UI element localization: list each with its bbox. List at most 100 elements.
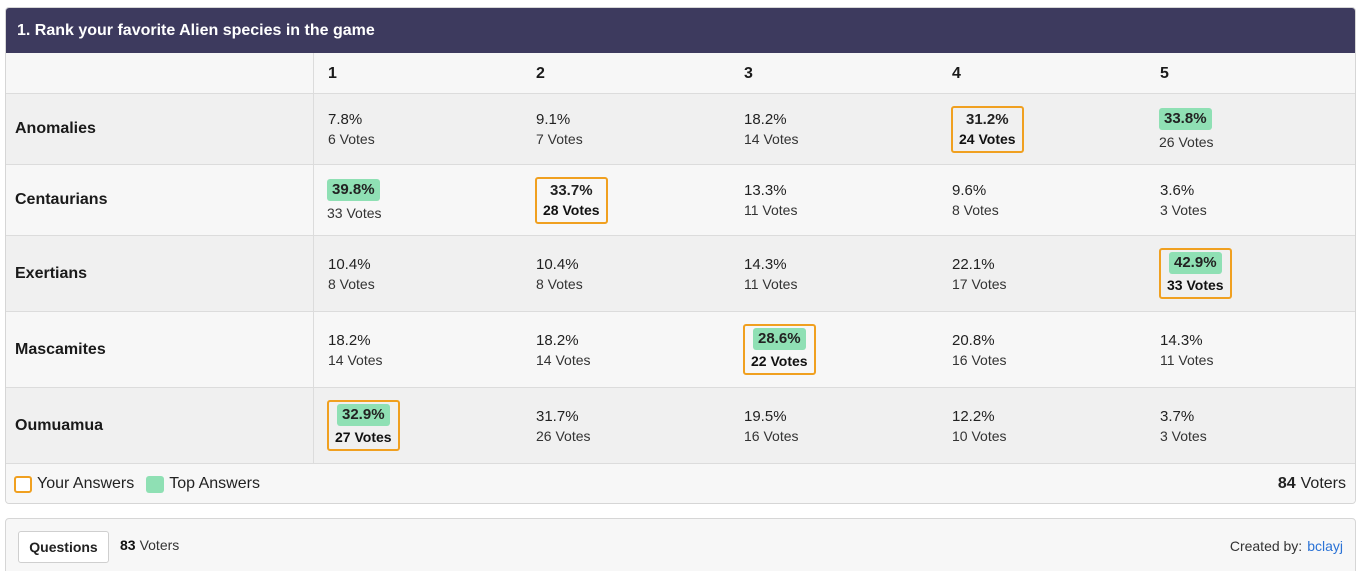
percentage: 13.3% [744, 182, 787, 199]
vote-count: 16 Votes [952, 351, 1007, 368]
column-header-1: 1 [328, 64, 337, 82]
percentage: 12.2% [952, 407, 995, 425]
vote-count: 6 Votes [328, 131, 375, 147]
total-voters: 84 Voters [1278, 464, 1346, 503]
vote-count: 8 Votes [536, 275, 583, 292]
row-label: Oumuamua [6, 388, 314, 463]
result-cell: 7.8% 6 Votes [328, 94, 375, 164]
result-cell: 19.5% 16 Votes [744, 388, 799, 463]
legend-row: Your Answers Top Answers 84 Voters [6, 464, 1355, 503]
voters-label: Voters [1300, 475, 1346, 492]
column-header-4: 4 [952, 64, 961, 82]
row-centaurians: Centaurians 39.8% 33 Votes 33.7% 28 Vote… [6, 165, 1355, 236]
percentage: 18.2% [536, 331, 579, 349]
row-mascamites: Mascamites 18.2% 14 Votes 18.2% 14 Votes… [6, 312, 1355, 388]
vote-count: 24 Votes [959, 130, 1016, 147]
top-answer-cell: 39.8% 33 Votes [327, 165, 382, 235]
poll-question-title: 1. Rank your favorite Alien species in t… [6, 8, 1355, 53]
row-label: Exertians [6, 236, 314, 311]
vote-count: 3 Votes [1160, 427, 1207, 444]
row-label: Centaurians [6, 165, 314, 235]
result-cell: 9.1% 7 Votes [536, 94, 583, 164]
vote-count: 3 Votes [1160, 202, 1207, 218]
result-cell: 3.6% 3 Votes [1160, 165, 1207, 235]
vote-count: 8 Votes [328, 275, 375, 292]
percentage: 19.5% [744, 407, 787, 425]
legend-your-answers: Your Answers [37, 475, 135, 492]
your-answers-swatch-icon [14, 475, 32, 493]
vote-count: 17 Votes [952, 275, 1007, 292]
vote-count: 14 Votes [744, 131, 799, 147]
vote-count: 33 Votes [1167, 277, 1224, 293]
results-grid: 1 2 3 4 5 Anomalies 7.8% 6 Votes 9.1% 7 … [6, 53, 1355, 503]
result-cell: 14.3% 11 Votes [744, 236, 797, 311]
vote-count: 26 Votes [536, 427, 591, 444]
percentage: 31.7% [536, 407, 579, 425]
result-cell: 31.7% 26 Votes [536, 388, 591, 463]
footer-voters-count: 83 [120, 537, 136, 553]
result-cell: 18.2% 14 Votes [536, 312, 591, 387]
vote-count: 14 Votes [536, 351, 591, 368]
percentage: 10.4% [328, 255, 371, 273]
vote-count: 11 Votes [1160, 351, 1214, 368]
your-top-answer-cell: 28.6% 22 Votes [743, 312, 816, 387]
row-anomalies: Anomalies 7.8% 6 Votes 9.1% 7 Votes 18.2… [6, 94, 1355, 165]
result-cell: 18.2% 14 Votes [744, 94, 799, 164]
your-top-answer-cell: 42.9% 33 Votes [1159, 236, 1232, 311]
result-cell: 12.2% 10 Votes [952, 388, 1007, 463]
vote-count: 33 Votes [327, 204, 382, 221]
column-header-2: 2 [536, 64, 545, 82]
percentage: 22.1% [952, 255, 995, 273]
vote-count: 26 Votes [1159, 133, 1214, 150]
questions-button[interactable]: Questions [18, 531, 109, 563]
legend-top-answers: Top Answers [169, 475, 260, 492]
top-answer-percentage: 33.8% [1159, 107, 1212, 130]
result-cell: 3.7% 3 Votes [1160, 388, 1207, 463]
your-answer-cell: 31.2% 24 Votes [951, 94, 1024, 164]
your-answer-highlight: 31.2% 24 Votes [951, 105, 1024, 153]
vote-count: 7 Votes [536, 131, 583, 147]
grid-header-blank [6, 53, 314, 93]
vote-count: 22 Votes [751, 353, 808, 369]
vote-count: 11 Votes [744, 202, 798, 218]
footer-voters: 83 Voters [120, 531, 179, 559]
top-answer-percentage: 32.9% [337, 404, 390, 426]
percentage: 31.2% [966, 110, 1009, 128]
row-exertians: Exertians 10.4% 8 Votes 10.4% 8 Votes 14… [6, 236, 1355, 312]
top-answer-percentage: 28.6% [753, 328, 806, 350]
percentage: 9.6% [952, 182, 987, 199]
your-answer-highlight: 32.9% 27 Votes [327, 400, 400, 451]
legend: Your Answers Top Answers [14, 464, 260, 503]
result-cell: 10.4% 8 Votes [536, 236, 583, 311]
vote-count: 28 Votes [543, 201, 600, 218]
percentage: 9.1% [536, 111, 571, 128]
top-answer-cell: 33.8% 26 Votes [1159, 94, 1214, 164]
your-answer-highlight: 28.6% 22 Votes [743, 324, 816, 375]
result-cell: 13.3% 11 Votes [744, 165, 797, 235]
vote-count: 8 Votes [952, 202, 999, 218]
percentage: 20.8% [952, 331, 995, 349]
percentage: 14.3% [1160, 331, 1203, 349]
grid-header-row: 1 2 3 4 5 [6, 53, 1355, 94]
percentage: 14.3% [744, 255, 787, 273]
top-answer-percentage: 39.8% [327, 178, 380, 201]
result-cell: 14.3% 11 Votes [1160, 312, 1213, 387]
vote-count: 14 Votes [328, 351, 383, 368]
result-cell: 20.8% 16 Votes [952, 312, 1007, 387]
creator-link[interactable]: bclayj [1307, 538, 1343, 554]
your-answer-highlight: 33.7% 28 Votes [535, 176, 608, 224]
result-cell: 10.4% 8 Votes [328, 236, 375, 311]
column-header-5: 5 [1160, 64, 1169, 82]
vote-count: 27 Votes [335, 429, 392, 445]
percentage: 18.2% [744, 111, 787, 128]
vote-count: 10 Votes [952, 427, 1007, 444]
created-by: Created by: bclayj [1230, 531, 1343, 561]
result-cell: 18.2% 14 Votes [328, 312, 383, 387]
footer-voters-label: Voters [139, 537, 180, 553]
top-answers-swatch-icon [146, 475, 165, 493]
your-top-answer-cell: 32.9% 27 Votes [327, 388, 400, 463]
row-label: Anomalies [6, 94, 314, 164]
column-header-3: 3 [744, 64, 753, 82]
vote-count: 11 Votes [744, 275, 798, 292]
percentage: 3.7% [1160, 407, 1195, 425]
